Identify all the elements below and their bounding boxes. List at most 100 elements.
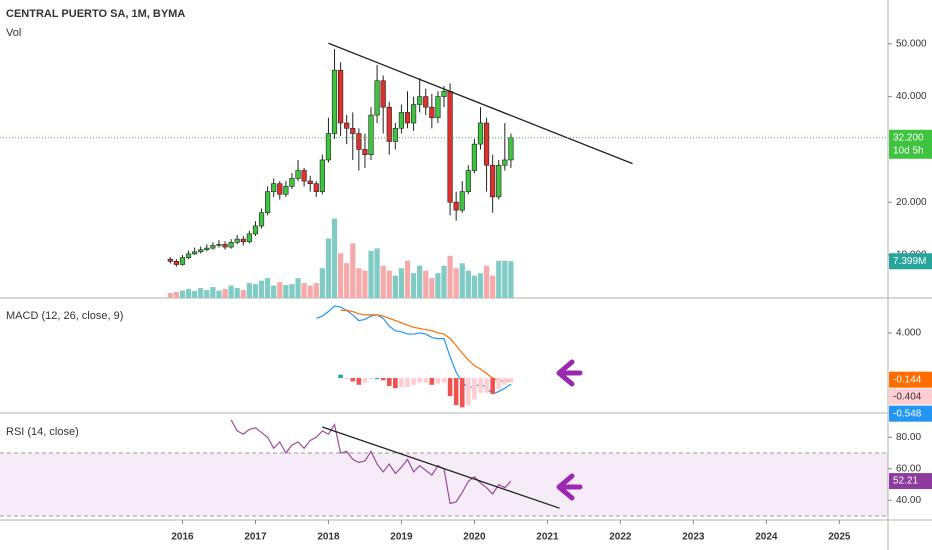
histogram-bar xyxy=(393,378,398,389)
volume-label-bg xyxy=(889,253,932,270)
rsi-band xyxy=(0,453,888,517)
volume-bar xyxy=(423,270,429,298)
x-tick-label: 2016 xyxy=(171,532,194,543)
candle-body xyxy=(417,96,423,105)
histogram-bar xyxy=(453,378,459,406)
volume-bar xyxy=(301,283,307,298)
volume-bar xyxy=(228,285,234,298)
histogram-bar xyxy=(344,378,349,380)
candle-body xyxy=(350,127,356,134)
histogram-bar xyxy=(362,378,368,383)
candle-body xyxy=(265,191,271,214)
volume-bar xyxy=(362,270,368,298)
histogram-bar xyxy=(429,378,435,385)
volume-bar xyxy=(277,282,283,298)
candle-body xyxy=(331,69,338,134)
histogram-bar xyxy=(447,378,453,397)
y-tick-label: 60.00 xyxy=(896,463,921,474)
volume-bar xyxy=(483,265,490,298)
candle-body xyxy=(198,249,204,253)
histogram-bar xyxy=(356,378,362,385)
candle-body xyxy=(362,149,368,155)
chart-title: CENTRAL PUERTO SA, 1M, BYMA xyxy=(6,8,185,20)
last-price-label: 32.200 xyxy=(893,132,924,143)
candle-body xyxy=(271,183,277,192)
volume-bar xyxy=(173,292,179,298)
volume-bar xyxy=(289,284,295,298)
line xyxy=(340,309,512,383)
candle-body xyxy=(319,159,325,192)
y-tick-label: 80.00 xyxy=(896,432,921,443)
volume-bar xyxy=(386,270,392,298)
rsi-value-label: 52.21 xyxy=(893,476,918,487)
candle-body xyxy=(277,183,283,195)
histogram-bar xyxy=(405,378,410,388)
candle-body xyxy=(216,244,222,246)
volume-bar xyxy=(258,280,265,298)
candle-body xyxy=(204,247,210,250)
volume-bar xyxy=(234,288,240,298)
volume-bar xyxy=(313,283,319,298)
histogram-bar xyxy=(472,378,477,400)
candle-body xyxy=(338,69,344,124)
histogram-bar xyxy=(399,378,404,388)
volume-bar xyxy=(496,260,502,298)
histogram-bar xyxy=(502,378,508,385)
candle-body xyxy=(325,133,332,161)
volume-label: 7.399M xyxy=(893,256,926,267)
x-tick-label: 2025 xyxy=(828,532,851,543)
volume-bar xyxy=(167,293,173,298)
histogram-bar xyxy=(441,378,447,383)
candle-body xyxy=(252,225,259,235)
candle-body xyxy=(313,183,319,192)
candle-body xyxy=(477,122,484,145)
y-tick-label: 40.000 xyxy=(896,91,927,102)
x-tick-label: 2018 xyxy=(317,532,340,543)
candle-body xyxy=(258,212,265,227)
candle-body xyxy=(283,186,289,195)
volume-bar xyxy=(392,275,398,298)
volume-bar xyxy=(325,238,332,298)
candle-body xyxy=(368,114,374,155)
y-tick-label: 4.000 xyxy=(896,328,921,339)
candle-body xyxy=(410,104,417,124)
volume-bar xyxy=(447,255,453,298)
x-tick-label: 2021 xyxy=(536,532,559,543)
candle-body xyxy=(192,251,198,255)
histogram-bar xyxy=(423,378,429,383)
trendline xyxy=(322,426,560,509)
volume-bar xyxy=(252,284,259,298)
histogram-bar xyxy=(466,378,471,406)
volume-bar xyxy=(271,285,277,298)
volume-bar xyxy=(380,265,386,298)
volume-bar xyxy=(435,273,441,298)
candle-body xyxy=(441,91,447,97)
candle-body xyxy=(459,191,465,211)
volume-title: Vol xyxy=(6,27,21,39)
volume-bar xyxy=(198,288,204,298)
volume-bar xyxy=(204,290,210,298)
candle-body xyxy=(228,242,234,248)
volume-bar xyxy=(429,278,435,298)
volume-bar xyxy=(307,285,313,298)
candle-body xyxy=(398,112,405,129)
volume-bar xyxy=(192,291,198,298)
candle-body xyxy=(465,170,471,192)
macd-value-label: -0.144 xyxy=(893,374,922,385)
histogram-bar xyxy=(417,378,422,383)
candle-body xyxy=(307,180,313,185)
macd-value-label: -0.548 xyxy=(893,408,922,419)
candle-body xyxy=(423,96,429,108)
volume-bar xyxy=(216,290,222,298)
macd-title: MACD (12, 26, close, 9) xyxy=(6,310,123,322)
candle-body xyxy=(435,96,441,119)
candle-body xyxy=(234,238,240,243)
macd-value-label: -0.404 xyxy=(893,391,922,402)
line xyxy=(230,419,512,505)
volume-bar xyxy=(490,275,496,298)
histogram-bar xyxy=(496,378,502,390)
candle-body xyxy=(502,159,508,166)
volume-bar xyxy=(295,278,301,298)
volume-bar xyxy=(185,289,192,298)
